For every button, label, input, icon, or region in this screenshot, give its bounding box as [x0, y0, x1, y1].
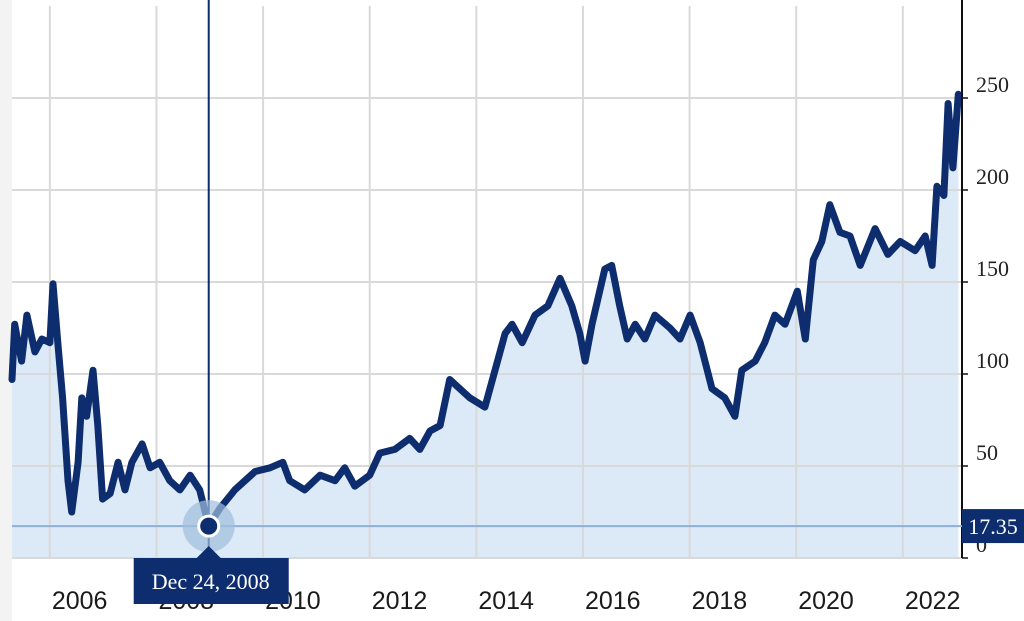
y-tick-label: 200 — [976, 164, 1009, 189]
y-tick-label: 100 — [976, 348, 1009, 373]
date-tooltip-label: Dec 24, 2008 — [152, 569, 270, 594]
x-tick-label: 2006 — [52, 587, 108, 615]
x-tick-label: 2022 — [905, 587, 961, 615]
x-tick-label: 2012 — [372, 587, 428, 615]
left-strip — [0, 0, 12, 621]
y-tick-label: 0 — [976, 532, 987, 557]
value-tag-label: 17.35 — [968, 514, 1018, 539]
date-tooltip — [133, 546, 289, 604]
x-tick-label: 2016 — [585, 587, 641, 615]
y-tick-label: 50 — [976, 440, 998, 465]
x-tick-label: 2020 — [798, 587, 854, 615]
price-line — [8, 90, 962, 530]
area — [12, 94, 959, 559]
y-tick-label: 150 — [976, 256, 1009, 281]
x-tick-label: 2018 — [692, 587, 748, 615]
y-tick-label: 250 — [976, 72, 1009, 97]
hover-point — [197, 514, 221, 538]
value-tag — [962, 509, 1024, 544]
x-tick-label: 2014 — [478, 587, 534, 615]
